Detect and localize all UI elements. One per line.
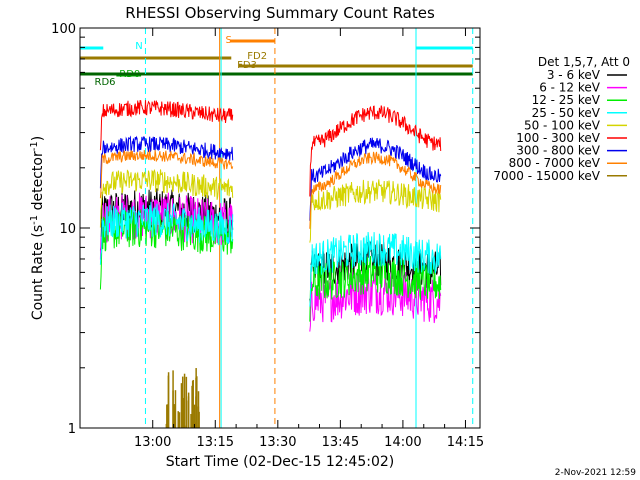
x-tick-label: 13:00 xyxy=(134,435,171,450)
x-tick-label: 14:00 xyxy=(384,435,421,450)
series-trace xyxy=(99,100,234,151)
series-trace xyxy=(309,231,442,307)
legend-label: 25 - 50 keV xyxy=(532,106,601,120)
x-tick-label: 13:30 xyxy=(259,435,296,450)
chart-title: RHESSI Observing Summary Count Rates xyxy=(125,4,435,22)
legend-label: 6 - 12 keV xyxy=(539,81,601,95)
x-tick-label: 13:45 xyxy=(322,435,359,450)
flag-label-n: N xyxy=(135,41,142,52)
flag-label-fd3: FD3 xyxy=(237,60,257,71)
y-tick-label: 100 xyxy=(51,22,76,37)
series-800-7000kev xyxy=(99,149,442,229)
series-trace xyxy=(309,105,442,197)
legend-label: 3 - 6 keV xyxy=(547,68,601,82)
series-25-50kev xyxy=(99,201,442,307)
legend-header: Det 1,5,7, Att 0 xyxy=(538,55,630,69)
series-trace xyxy=(309,151,442,229)
series-100-300kev xyxy=(99,100,442,197)
x-tick-label: 13:15 xyxy=(197,435,234,450)
y-tick-label: 10 xyxy=(59,222,76,237)
series-group xyxy=(99,100,442,428)
flag-bars: NSFD2FD3RD0RD6 xyxy=(80,35,473,88)
series-trace xyxy=(99,168,234,228)
series-trace xyxy=(99,149,234,199)
x-axis: 13:00 13:15 13:30 13:45 14:00 14:15 xyxy=(134,28,484,450)
series-trace xyxy=(309,137,442,221)
legend-label: 800 - 7000 keV xyxy=(509,156,601,170)
legend-label: 12 - 25 keV xyxy=(532,93,601,107)
flag-label-fd2: FD2 xyxy=(247,51,267,62)
x-axis-label: Start Time (02-Dec-15 12:45:02) xyxy=(166,454,394,470)
y-axis: 100 10 1 xyxy=(51,22,480,437)
series-50-100kev xyxy=(99,168,442,243)
series-trace xyxy=(309,179,442,243)
footer-date: 2-Nov-2021 12:59 xyxy=(555,468,637,478)
x-tick-label: 14:15 xyxy=(447,435,484,450)
y-axis-label: Count Rate (s-1 detector-1) xyxy=(29,136,46,320)
legend-label: 50 - 100 keV xyxy=(524,118,601,132)
y-tick-label: 1 xyxy=(68,422,76,437)
series-spikes xyxy=(165,368,200,428)
legend-label: 300 - 800 keV xyxy=(516,144,600,158)
flag-label-s: S xyxy=(225,35,231,46)
flag-label-rd6: RD6 xyxy=(95,77,116,88)
legend-label: 7000 - 15000 keV xyxy=(493,169,600,183)
series-trace xyxy=(99,201,234,265)
series-trace xyxy=(99,135,234,189)
series-300-800kev xyxy=(99,135,442,221)
legend-label: 100 - 300 keV xyxy=(516,131,600,145)
